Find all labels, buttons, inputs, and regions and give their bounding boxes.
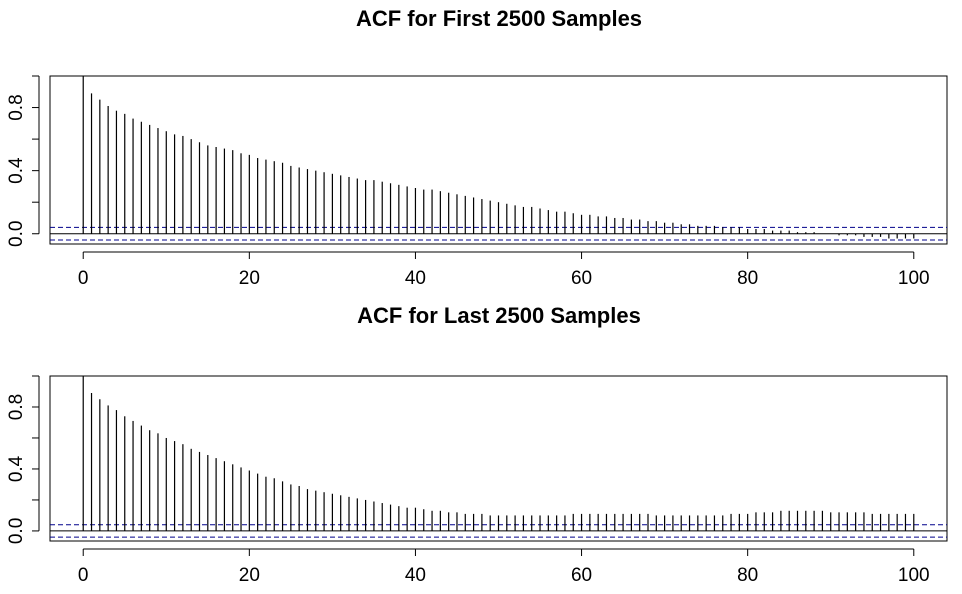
y-tick-label: 0.4 xyxy=(6,157,27,184)
x-tick-label: 60 xyxy=(571,565,592,586)
x-tick-label: 100 xyxy=(898,268,930,289)
x-tick-label: 0 xyxy=(78,565,89,586)
x-tick-label: 0 xyxy=(78,268,89,289)
x-tick-label: 40 xyxy=(405,268,426,289)
acf-panel-first: ACF for First 2500 Samples 0 20 40 60 80 100 0.… xyxy=(6,6,948,289)
x-tick-label: 100 xyxy=(898,565,930,586)
x-tick-label: 20 xyxy=(239,268,260,289)
x-tick-label: 40 xyxy=(405,565,426,586)
y-tick-label: 0.8 xyxy=(6,394,27,420)
chart-title: ACF for Last 2500 Samples xyxy=(357,303,641,328)
x-tick-label: 80 xyxy=(737,268,758,289)
y-tick-label: 0.0 xyxy=(6,518,27,544)
y-tick-label: 0.8 xyxy=(6,94,27,120)
x-tick-label: 60 xyxy=(571,268,592,289)
y-tick-label: 0.4 xyxy=(6,455,27,482)
x-tick-label: 20 xyxy=(239,565,260,586)
x-tick-label: 80 xyxy=(737,565,758,586)
chart-title: ACF for First 2500 Samples xyxy=(356,6,642,31)
plot-frame xyxy=(49,75,948,245)
y-tick-label: 0.0 xyxy=(6,221,27,247)
acf-panel-last: ACF for Last 2500 Samples 0 20 40 60 80 100 0.0… xyxy=(6,303,948,586)
plot-frame xyxy=(49,375,948,542)
